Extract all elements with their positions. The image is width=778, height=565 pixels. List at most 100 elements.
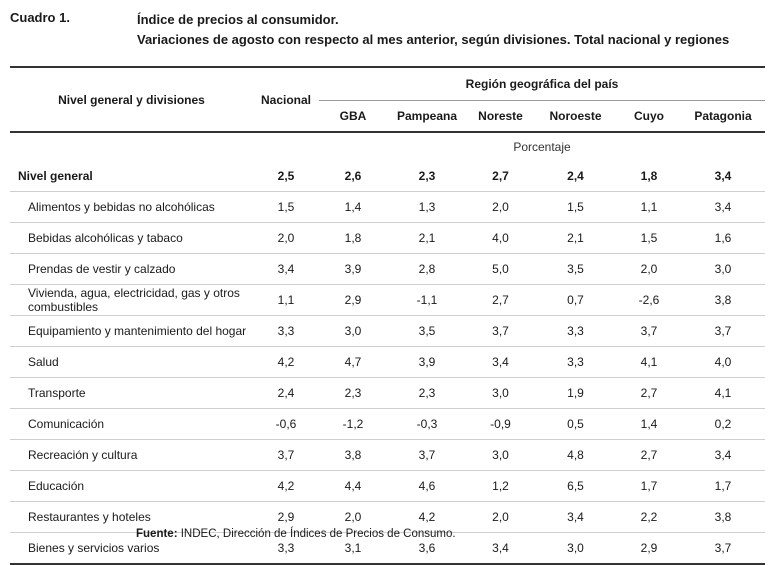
unit-label: Porcentaje [513, 140, 571, 154]
table-row: Salud 4,2 4,7 3,9 3,4 3,3 4,1 4,0 [10, 346, 766, 378]
cell-value: 2,7 [467, 284, 534, 316]
table-row: Bebidas alcohólicas y tabaco 2,0 1,8 2,1 4,0… [10, 222, 766, 254]
cell-value: 3,4 [534, 501, 617, 533]
cell-value: 2,1 [534, 222, 617, 254]
cell-value: 4,0 [681, 346, 766, 378]
cell-value: 2,8 [387, 253, 467, 285]
cell-value: 6,5 [534, 470, 617, 502]
cell-value: 2,9 [319, 284, 387, 316]
cell-value: 3,7 [617, 315, 681, 347]
cell-value: -0,9 [467, 408, 534, 440]
cell-value: 3,9 [387, 346, 467, 378]
cell-value: 3,8 [681, 284, 766, 316]
cell-value: 3,4 [253, 253, 319, 285]
table-row: Educación 4,2 4,4 4,6 1,2 6,5 1,7 1,7 [10, 470, 766, 502]
cell-value: 1,1 [253, 284, 319, 316]
table-row: Alimentos y bebidas no alcohólicas 1,5 1,4… [10, 191, 766, 223]
cell-value: 3,9 [319, 253, 387, 285]
cell-value: 2,2 [617, 501, 681, 533]
cell-value: 3,8 [319, 439, 387, 471]
cell-value: 4,4 [319, 470, 387, 502]
cell-value: 1,4 [319, 191, 387, 223]
cell-value: 1,3 [387, 191, 467, 223]
cell-value: 3,7 [681, 532, 766, 565]
table-row: Prendas de vestir y calzado 3,4 3,9 2,8 5,0 3… [10, 253, 766, 285]
row-label: Bebidas alcohólicas y tabaco [10, 222, 253, 254]
header-nacional: Nacional [253, 66, 319, 131]
header-region-pampeana: Pampeana [396, 109, 458, 123]
cell-value: -1,2 [319, 408, 387, 440]
row-label: Salud [10, 346, 253, 378]
cell-value: 3,4 [681, 191, 766, 223]
row-label: Prendas de vestir y calzado [10, 253, 253, 285]
cell-value: 4,0 [467, 222, 534, 254]
row-label: Comunicación [10, 408, 253, 440]
table-row: Vivienda, agua, electricidad, gas y otro… [10, 284, 766, 316]
cell-value: -2,6 [617, 284, 681, 316]
cell-value: 1,4 [617, 408, 681, 440]
cell-value: 3,0 [467, 439, 534, 471]
header-region: Región geográfica del país [319, 66, 766, 101]
cell-value: 3,3 [534, 346, 617, 378]
row-label: Restaurantes y hoteles [10, 501, 253, 533]
header-divisions: Nivel general y divisiones [10, 66, 253, 131]
cell-value: 2,0 [467, 191, 534, 223]
cell-value: 3,0 [681, 253, 766, 285]
cell-value: 1,8 [319, 222, 387, 254]
row-label: Educación [10, 470, 253, 502]
cell-value: 2,9 [617, 532, 681, 565]
cell-value: 1,5 [534, 191, 617, 223]
row-label: Recreación y cultura [10, 439, 253, 471]
table-row: Equipamiento y mantenimiento del hogar 3,… [10, 315, 766, 347]
cell-value: 3,8 [681, 501, 766, 533]
cell-value: 3,7 [467, 315, 534, 347]
table-row: Transporte 2,4 2,3 2,3 3,0 1,9 2,7 4,1 [10, 377, 766, 409]
cell-value: 1,9 [534, 377, 617, 409]
cpi-table: Nivel general y divisiones Nacional Regi… [10, 66, 766, 565]
cell-value: 3,7 [387, 439, 467, 471]
cell-value: 4,8 [534, 439, 617, 471]
cell-value: 2,7 [617, 377, 681, 409]
table-number: Cuadro 1. [10, 10, 70, 25]
cell-value: 4,1 [617, 346, 681, 378]
cell-value: 0,7 [534, 284, 617, 316]
cell-value: 4,2 [387, 501, 467, 533]
row-label: Equipamiento y mantenimiento del hogar [10, 315, 253, 347]
cell-value: -0,3 [387, 408, 467, 440]
header-region-patagonia: Patagonia [694, 109, 752, 123]
source-label: Fuente: [136, 528, 178, 540]
header-region-gba: GBA [339, 109, 367, 123]
cell-value: 2,1 [387, 222, 467, 254]
cell-value: 2,7 [467, 161, 534, 192]
cell-value: 1,6 [681, 222, 766, 254]
cell-value: 4,6 [387, 470, 467, 502]
row-label: Vivienda, agua, electricidad, gas y otro… [10, 284, 253, 316]
table-row: Recreación y cultura 3,7 3,8 3,7 3,0 4,8 2,7 3,… [10, 439, 766, 471]
cell-value: 3,4 [681, 161, 766, 192]
cell-value: 3,0 [467, 377, 534, 409]
cell-value: 3,4 [681, 439, 766, 471]
header-regions-row: GBA Pampeana Noreste Noroeste Cuyo Patagonia [10, 101, 765, 132]
row-label: Transporte [10, 377, 253, 409]
source-text: INDEC, Dirección de Índices de Precios d… [180, 528, 456, 540]
header-region-noroeste: Noroeste [549, 109, 602, 123]
cell-value: 1,2 [467, 470, 534, 502]
cell-value: 5,0 [467, 253, 534, 285]
header-region-noreste: Noreste [478, 109, 523, 123]
cell-value: 2,0 [253, 222, 319, 254]
cell-value: 3,5 [387, 315, 467, 347]
row-label: Nivel general [10, 161, 253, 192]
cell-value: 2,3 [387, 161, 467, 192]
cell-value: 3,4 [467, 532, 534, 565]
title-line-1: Índice de precios al consumidor. [137, 12, 339, 27]
cell-value: 2,7 [617, 439, 681, 471]
table-row: Restaurantes y hoteles 2,9 2,0 4,2 2,0 3,4 2,2… [10, 501, 766, 533]
unit-row: Porcentaje [10, 132, 765, 161]
cell-value: 3,7 [681, 315, 766, 347]
cell-value: 3,0 [534, 532, 617, 565]
cell-value: 3,4 [467, 346, 534, 378]
cell-value: 2,9 [253, 501, 319, 533]
cell-value: -0,6 [253, 408, 319, 440]
table-row: Nivel general 2,5 2,6 2,3 2,7 2,4 1,8 3,4 [10, 161, 766, 192]
cell-value: 2,5 [253, 161, 319, 192]
